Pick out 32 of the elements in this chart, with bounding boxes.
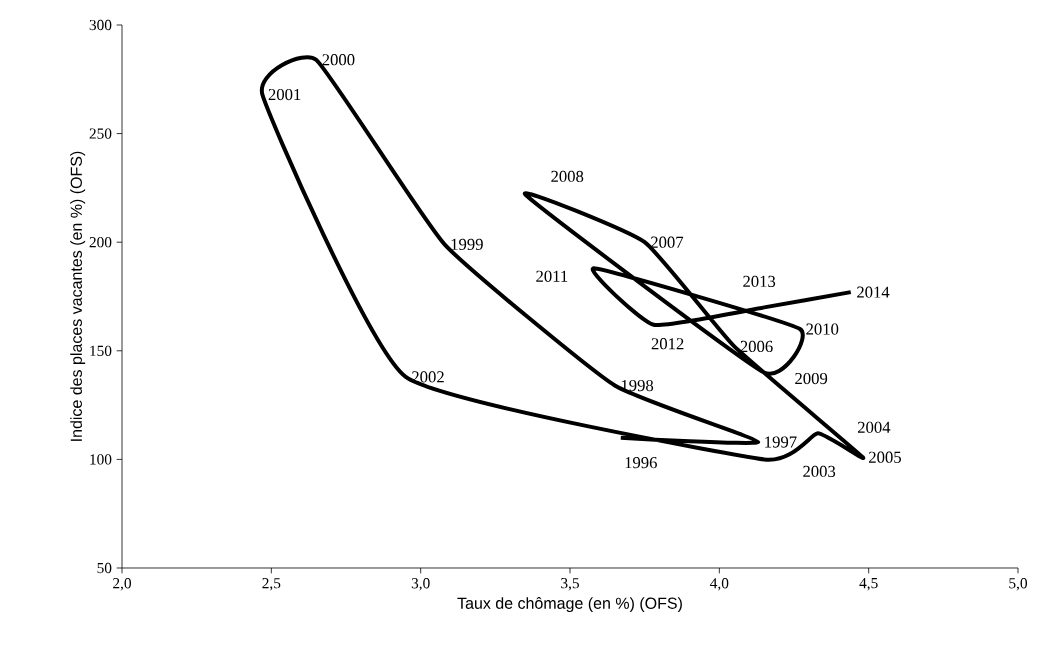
y-tick-label: 150: [90, 345, 112, 356]
y-axis-title: Indice des places vacantes (en %) (OFS): [70, 151, 86, 441]
annotation: 2012: [651, 338, 684, 350]
x-tick-label: 5,0: [1009, 578, 1028, 591]
x-tick-label: 4,5: [859, 578, 878, 591]
annotation: 2005: [869, 451, 901, 463]
y-tick-label: 50: [97, 562, 112, 574]
annotation: 2000: [322, 54, 355, 66]
annotation: 2009: [795, 372, 828, 385]
y-tick-label: 200: [89, 237, 112, 248]
annotation: 2010: [806, 323, 839, 335]
annotation: 2014: [857, 286, 890, 298]
annotation: 1996: [625, 457, 657, 469]
annotation: 2001: [268, 88, 301, 101]
annotation: 2007: [651, 236, 684, 248]
annotation: 2006: [740, 340, 773, 353]
annotation: 1999: [451, 238, 483, 250]
x-tick-label: 2,0: [113, 578, 132, 591]
x-tick-label: 4,0: [710, 578, 729, 591]
annotation: 2013: [743, 275, 776, 287]
y-tick-label: 300: [89, 19, 112, 31]
annotation: 1997: [765, 436, 797, 448]
x-tick-label: 2,5: [262, 578, 281, 591]
annotation: 2003: [803, 465, 836, 478]
annotation: 2011: [536, 270, 568, 282]
x-tick-label: 3,5: [561, 578, 579, 591]
y-tick-label: 100: [90, 454, 112, 465]
x-tick-label: 3,0: [411, 578, 430, 591]
annotation: 2008: [551, 170, 584, 183]
y-tick-label: 250: [89, 128, 112, 139]
x-axis-title: Taux de chômage (en %) (OFS): [457, 597, 682, 613]
annotation: 2004: [857, 421, 891, 433]
